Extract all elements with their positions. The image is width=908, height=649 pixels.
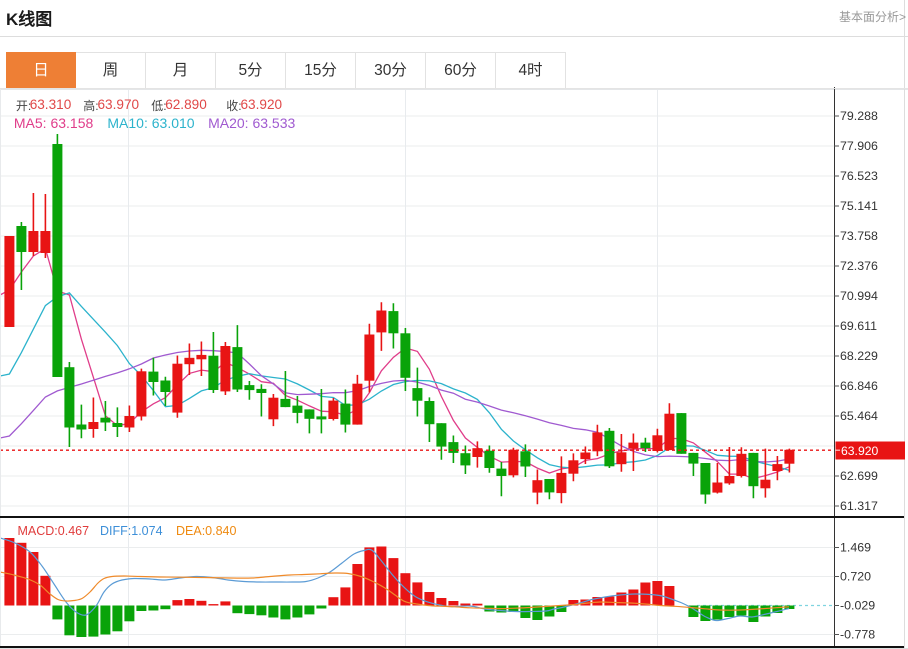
svg-text:63.920: 63.920 (841, 444, 878, 458)
svg-text:1.469: 1.469 (840, 541, 871, 555)
svg-text:66.846: 66.846 (840, 379, 878, 393)
svg-text:77.906: 77.906 (840, 139, 878, 153)
svg-text:61.317: 61.317 (840, 499, 878, 513)
svg-text:-0.778: -0.778 (840, 628, 875, 642)
svg-text:76.523: 76.523 (840, 169, 878, 183)
svg-text:65.464: 65.464 (840, 409, 878, 423)
svg-text:70.994: 70.994 (840, 289, 878, 303)
svg-text:-0.029: -0.029 (840, 599, 875, 613)
svg-text:62.699: 62.699 (840, 469, 878, 483)
svg-text:68.229: 68.229 (840, 349, 878, 363)
svg-text:73.758: 73.758 (840, 229, 878, 243)
svg-text:75.141: 75.141 (840, 199, 878, 213)
svg-text:69.611: 69.611 (840, 319, 877, 333)
svg-text:0.720: 0.720 (840, 570, 871, 584)
svg-text:72.376: 72.376 (840, 259, 878, 273)
svg-text:79.288: 79.288 (840, 109, 878, 123)
